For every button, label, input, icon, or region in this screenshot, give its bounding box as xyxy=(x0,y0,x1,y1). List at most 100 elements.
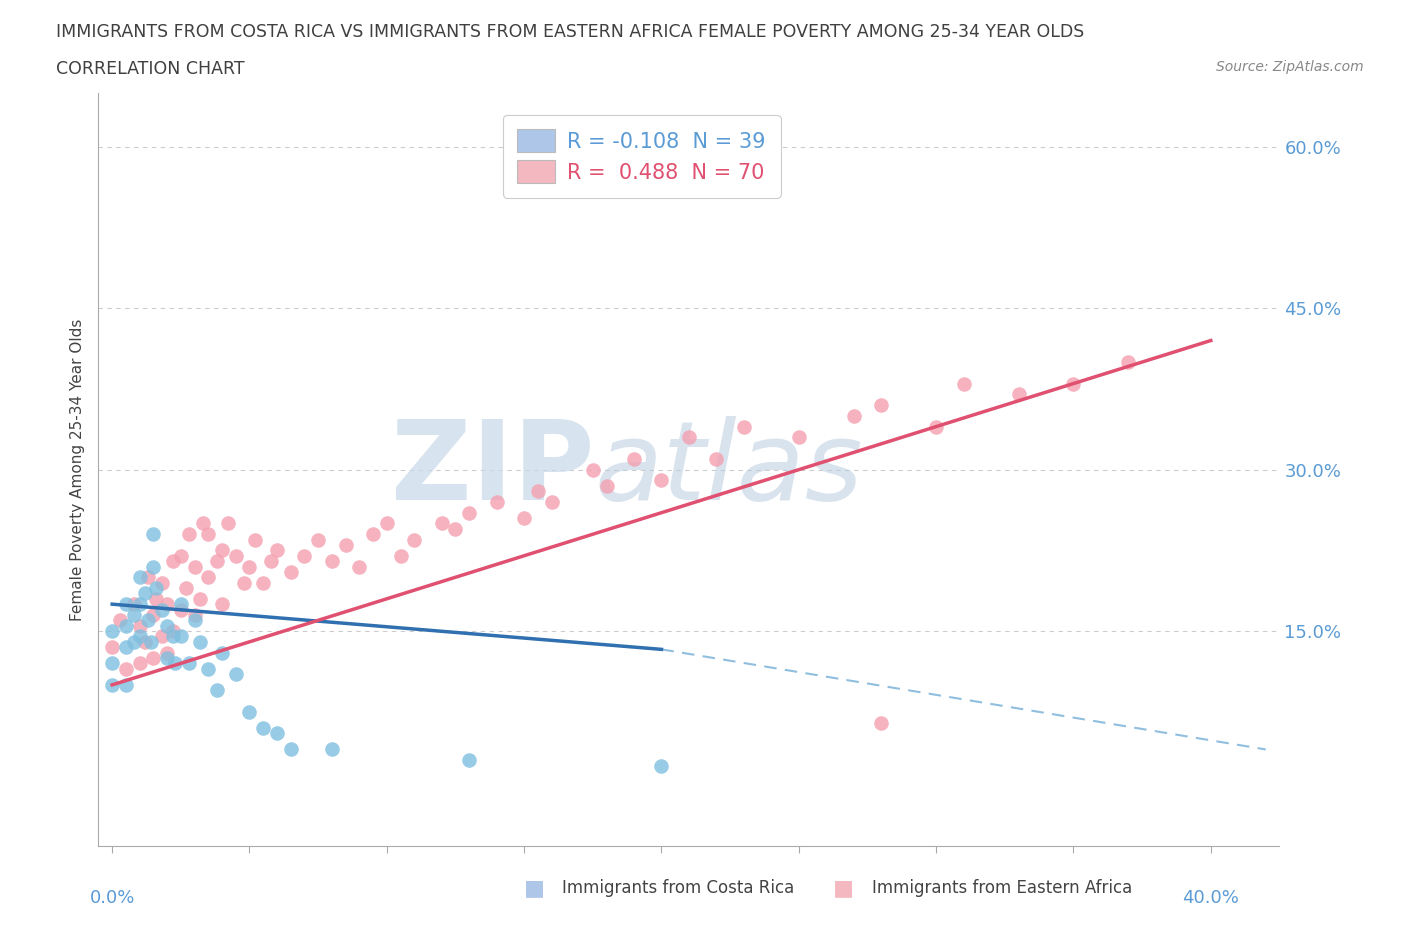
Point xyxy=(128,629,150,644)
Point xyxy=(110,613,132,628)
Point xyxy=(205,683,228,698)
Point xyxy=(266,726,288,741)
Text: 40.0%: 40.0% xyxy=(1182,889,1239,908)
Point xyxy=(430,516,453,531)
Point xyxy=(706,451,728,466)
Point xyxy=(115,677,138,692)
Point xyxy=(122,597,145,612)
Text: Immigrants from Costa Rica: Immigrants from Costa Rica xyxy=(562,879,794,897)
Text: atlas: atlas xyxy=(595,416,863,524)
Point xyxy=(197,526,219,541)
Point xyxy=(101,640,124,655)
Point xyxy=(280,742,302,757)
Point xyxy=(122,607,145,622)
Point xyxy=(128,618,150,633)
Point xyxy=(233,575,256,591)
Point xyxy=(145,580,167,595)
Point xyxy=(197,661,219,676)
Point xyxy=(870,398,893,413)
Point xyxy=(527,484,550,498)
Point xyxy=(115,640,138,655)
Legend: R = -0.108  N = 39, R =  0.488  N = 70: R = -0.108 N = 39, R = 0.488 N = 70 xyxy=(503,114,780,198)
Point xyxy=(101,624,124,639)
Text: 0.0%: 0.0% xyxy=(90,889,135,908)
Point xyxy=(162,624,184,639)
Point xyxy=(150,575,173,591)
Point xyxy=(678,430,700,445)
Point xyxy=(733,419,755,434)
Point xyxy=(128,570,150,585)
Point xyxy=(444,522,467,537)
Point xyxy=(191,516,214,531)
Point xyxy=(870,715,893,730)
Point xyxy=(142,607,165,622)
Point xyxy=(205,553,228,568)
Point xyxy=(280,565,302,579)
Point xyxy=(307,532,329,547)
Point xyxy=(252,721,274,736)
Point xyxy=(650,473,672,488)
Point xyxy=(321,742,343,757)
Point xyxy=(925,419,948,434)
Point xyxy=(128,656,150,671)
Text: ■: ■ xyxy=(834,878,853,898)
Text: IMMIGRANTS FROM COSTA RICA VS IMMIGRANTS FROM EASTERN AFRICA FEMALE POVERTY AMON: IMMIGRANTS FROM COSTA RICA VS IMMIGRANTS… xyxy=(56,23,1084,41)
Point xyxy=(134,586,156,601)
Point xyxy=(211,543,233,558)
Point xyxy=(128,597,150,612)
Point xyxy=(225,667,247,682)
Point xyxy=(335,538,357,552)
Point xyxy=(260,553,283,568)
Point xyxy=(375,516,398,531)
Point xyxy=(485,495,508,510)
Point xyxy=(165,656,187,671)
Text: ■: ■ xyxy=(524,878,544,898)
Point xyxy=(115,597,138,612)
Point xyxy=(321,553,343,568)
Point xyxy=(211,645,233,660)
Point xyxy=(183,613,205,628)
Point xyxy=(1062,376,1084,391)
Point xyxy=(170,602,193,617)
Point xyxy=(134,634,156,649)
Point xyxy=(156,618,179,633)
Point xyxy=(122,634,145,649)
Point xyxy=(404,532,426,547)
Point xyxy=(142,526,165,541)
Point xyxy=(115,618,138,633)
Point xyxy=(170,549,193,564)
Point xyxy=(238,704,260,719)
Point xyxy=(115,661,138,676)
Point xyxy=(197,570,219,585)
Point xyxy=(156,597,179,612)
Text: CORRELATION CHART: CORRELATION CHART xyxy=(56,60,245,78)
Point xyxy=(513,511,536,525)
Point xyxy=(217,516,239,531)
Point xyxy=(150,602,173,617)
Point xyxy=(177,656,200,671)
Point xyxy=(156,645,179,660)
Point xyxy=(101,656,124,671)
Point xyxy=(294,549,316,564)
Point xyxy=(136,613,159,628)
Point xyxy=(243,532,266,547)
Point xyxy=(183,607,205,622)
Point xyxy=(582,462,605,477)
Point xyxy=(101,677,124,692)
Point xyxy=(225,549,247,564)
Point xyxy=(176,580,198,595)
Point xyxy=(162,553,184,568)
Point xyxy=(349,559,371,574)
Point xyxy=(458,505,481,520)
Point xyxy=(540,495,562,510)
Y-axis label: Female Poverty Among 25-34 Year Olds: Female Poverty Among 25-34 Year Olds xyxy=(70,318,86,621)
Point xyxy=(177,526,200,541)
Point xyxy=(952,376,974,391)
Point xyxy=(787,430,810,445)
Point xyxy=(170,629,193,644)
Point xyxy=(361,526,384,541)
Text: Source: ZipAtlas.com: Source: ZipAtlas.com xyxy=(1216,60,1364,74)
Point xyxy=(188,634,211,649)
Point xyxy=(183,559,205,574)
Point xyxy=(266,543,288,558)
